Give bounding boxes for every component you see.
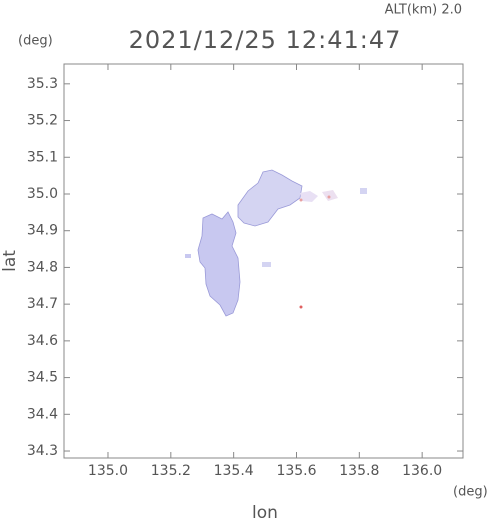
x-tick-label: 135.6 <box>276 463 316 479</box>
y-tick-label: 35.1 <box>27 149 58 165</box>
y-tick-label: 34.8 <box>27 259 58 275</box>
y-axis-label: lat <box>0 250 20 272</box>
y-tick-label: 35.3 <box>27 76 58 92</box>
y-tick-label: 34.5 <box>27 370 58 386</box>
echo-area <box>185 169 367 317</box>
y-tick-label: 34.9 <box>27 223 58 239</box>
x-tick-label: 135.0 <box>88 463 128 479</box>
y-tick-label: 34.4 <box>27 406 58 422</box>
x-tick-label: 135.4 <box>214 463 254 479</box>
y-unit: (deg) <box>18 34 53 49</box>
x-unit: (deg) <box>453 485 488 500</box>
x-tick-label: 135.8 <box>339 463 379 479</box>
y-tick-label: 35.0 <box>27 186 58 202</box>
plot-frame <box>63 63 464 459</box>
y-tick-label: 34.6 <box>27 333 58 349</box>
y-tick-label: 35.2 <box>27 113 58 129</box>
x-axis-label: lon <box>252 503 278 521</box>
chart-title: 2021/12/25 12:41:47 <box>129 26 402 54</box>
y-tick-label: 34.3 <box>27 443 58 459</box>
y-tick-label: 34.7 <box>27 296 58 312</box>
x-tick-label: 136.0 <box>402 463 442 479</box>
altitude-annotation: ALT(km) 2.0 <box>385 3 462 18</box>
x-tick-label: 135.2 <box>151 463 191 479</box>
